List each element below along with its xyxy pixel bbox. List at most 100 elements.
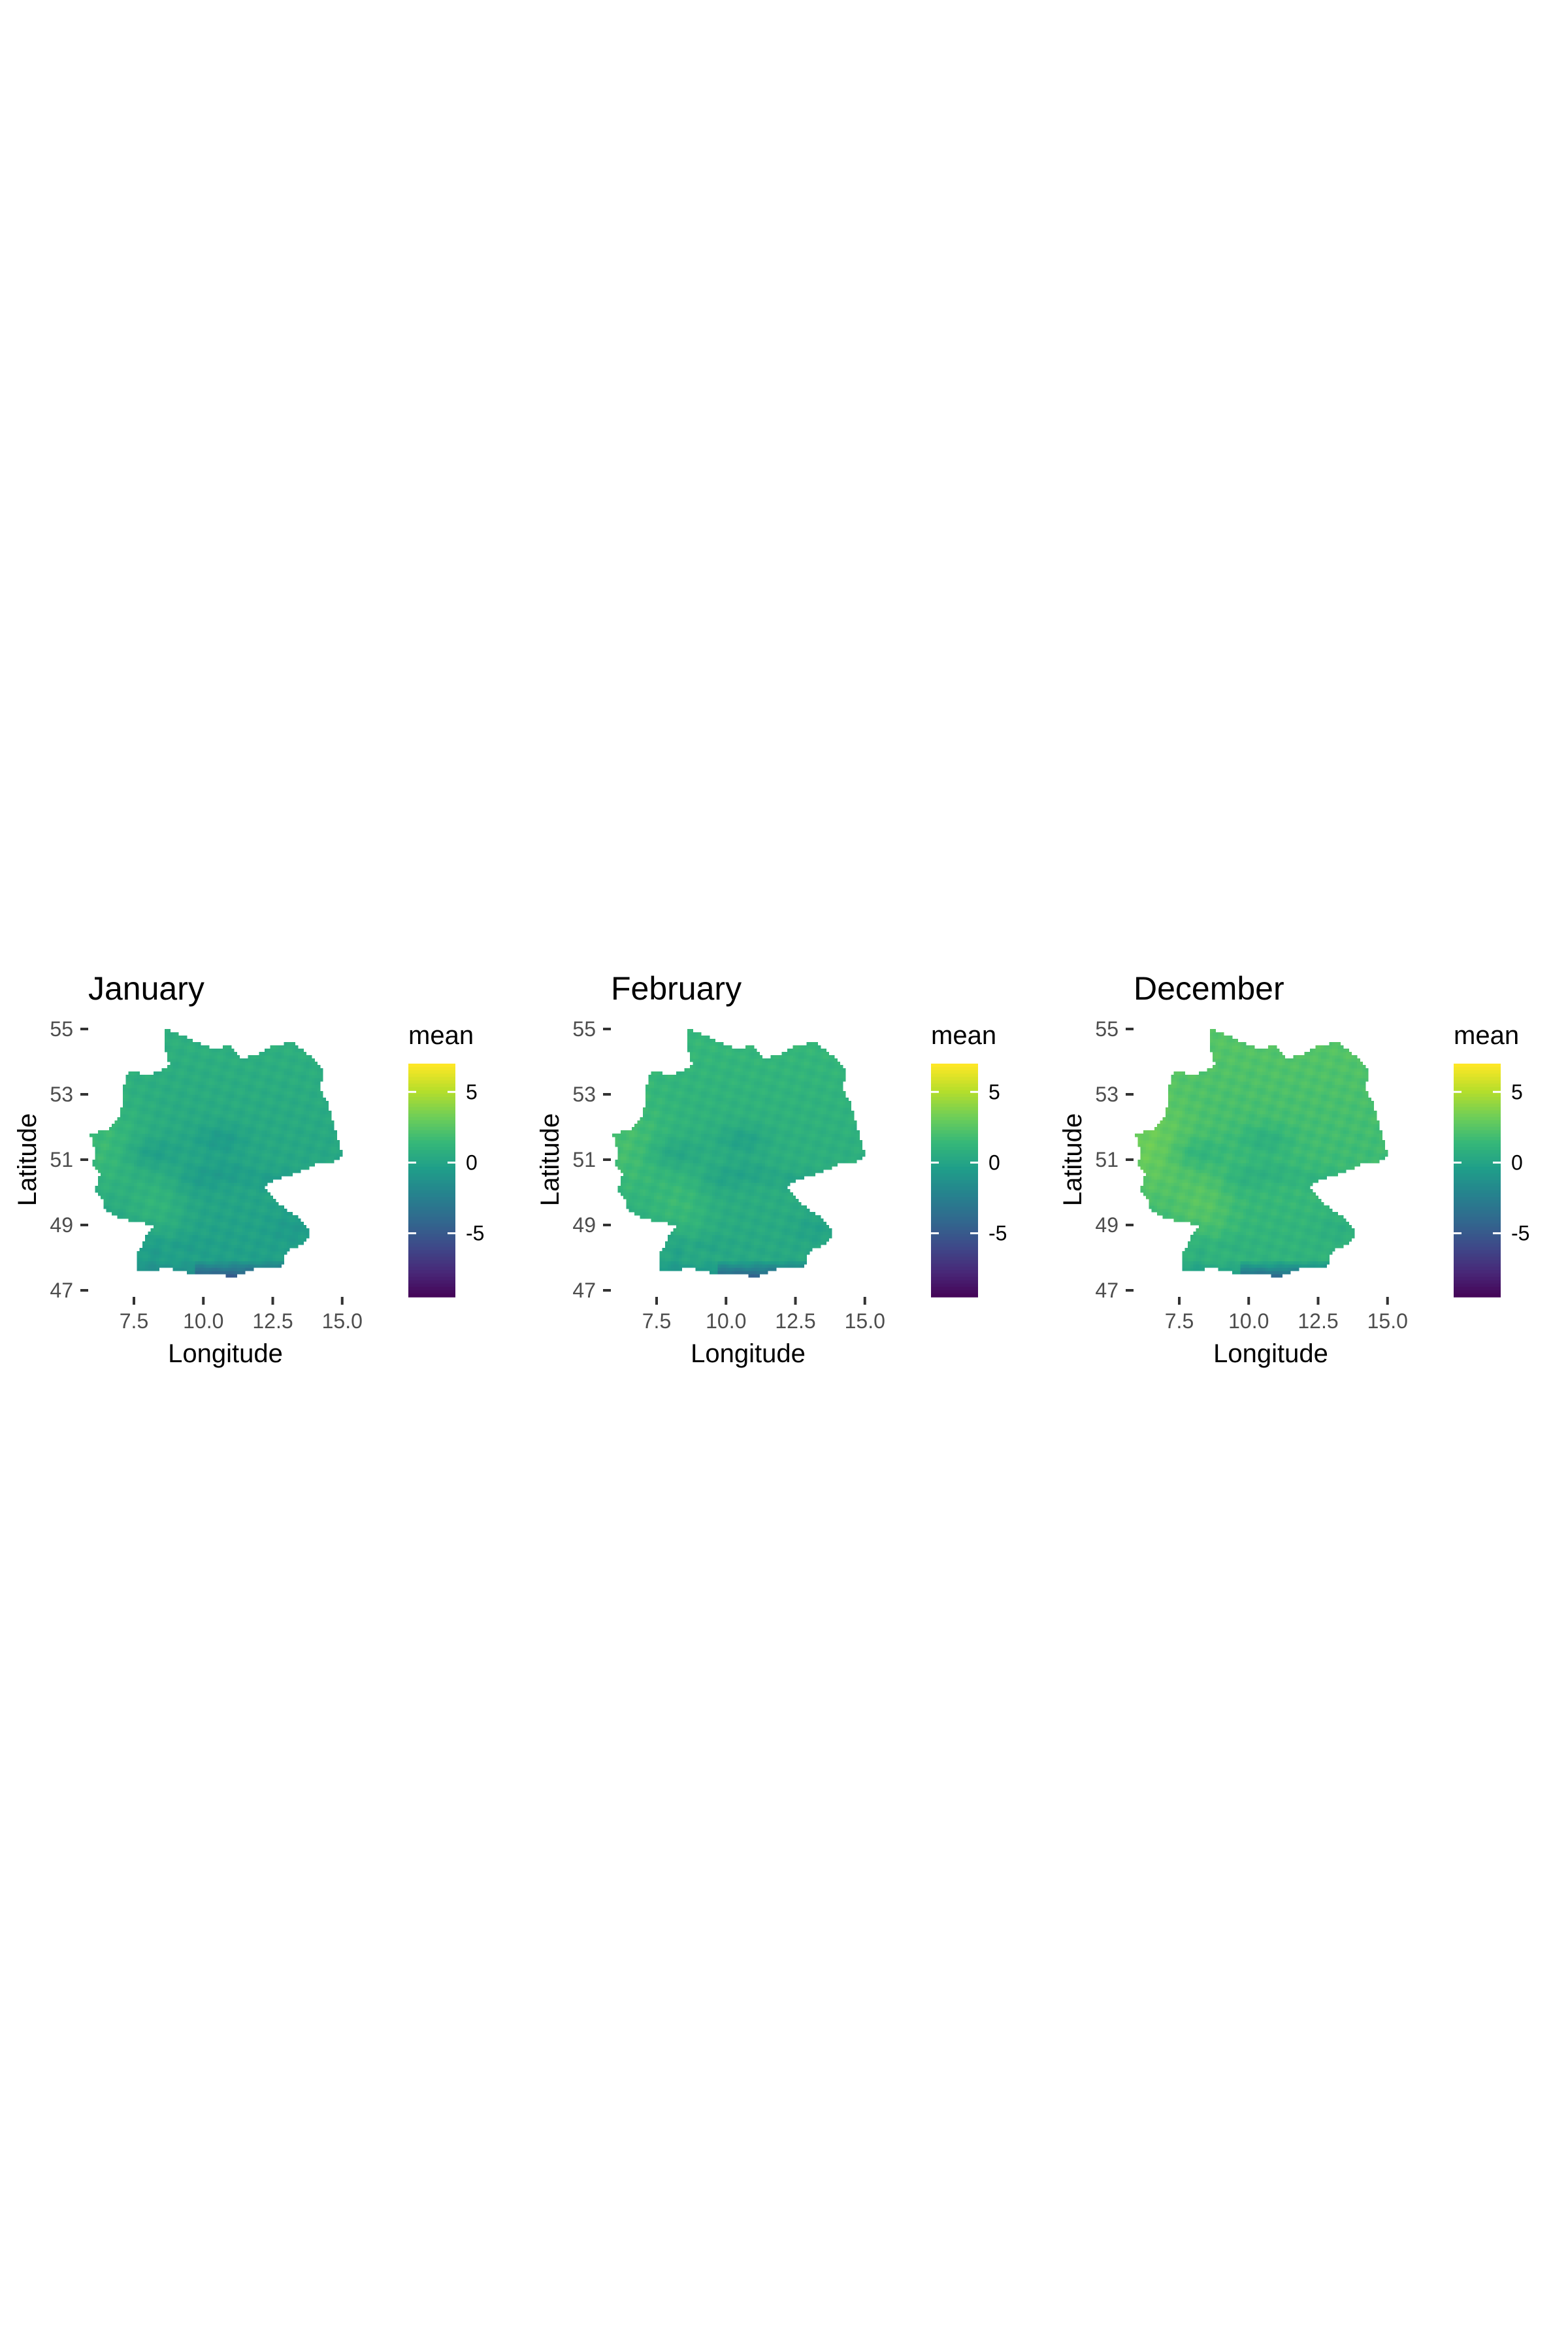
heatmap-cell [137, 1081, 140, 1085]
heatmap-cell [184, 1114, 188, 1118]
heatmap-cell [153, 1147, 157, 1151]
heatmap-cell [156, 1179, 159, 1183]
heatmap-cell [95, 1137, 99, 1141]
heatmap-cell [248, 1209, 252, 1213]
heatmap-cell [175, 1261, 179, 1265]
heatmap-cell [117, 1199, 121, 1203]
heatmap-cell [167, 1032, 171, 1036]
heatmap-cell [167, 1071, 171, 1075]
heatmap-cell [189, 1150, 193, 1154]
heatmap-cell [250, 1225, 254, 1229]
heatmap-cell [206, 1215, 210, 1219]
heatmap-cell [175, 1215, 179, 1219]
heatmap-cell [720, 1261, 724, 1265]
heatmap-cell [242, 1196, 246, 1200]
heatmap-cell [717, 1261, 721, 1265]
heatmap-cell [189, 1238, 193, 1242]
heatmap-cell [156, 1111, 159, 1115]
heatmap-cell [303, 1098, 307, 1102]
heatmap-cell [125, 1130, 129, 1134]
heatmap-cell [181, 1261, 185, 1265]
heatmap-cell [272, 1228, 276, 1232]
heatmap-cell [284, 1071, 287, 1075]
heatmap-cell [156, 1163, 159, 1167]
heatmap-cell [264, 1173, 268, 1177]
heatmap-cell [217, 1179, 221, 1183]
heatmap-cell [250, 1183, 254, 1186]
heatmap-cell [751, 1267, 755, 1271]
heatmap-cell [106, 1169, 110, 1173]
heatmap-cell [134, 1127, 137, 1131]
heatmap-cell [201, 1147, 204, 1151]
heatmap-cell [131, 1202, 135, 1206]
heatmap-cell [125, 1212, 129, 1216]
heatmap-cell [206, 1225, 210, 1229]
heatmap-cell [203, 1058, 207, 1062]
heatmap-cell [217, 1196, 221, 1200]
heatmap-cell [167, 1127, 171, 1131]
heatmap-cell [172, 1098, 176, 1102]
heatmap-cell [261, 1052, 265, 1056]
heatmap-cell [292, 1241, 296, 1245]
heatmap-cell [286, 1065, 290, 1069]
heatmap-cell [734, 1264, 738, 1268]
heatmap-cell [295, 1117, 299, 1121]
heatmap-cell [270, 1163, 274, 1167]
heatmap-cell [139, 1264, 143, 1268]
heatmap-cell [275, 1215, 279, 1219]
heatmap-cell [134, 1160, 137, 1164]
heatmap-cell [145, 1137, 148, 1141]
heatmap-cell [134, 1081, 137, 1085]
heatmap-cell [278, 1049, 282, 1053]
heatmap-cell [267, 1111, 270, 1115]
heatmap-cell [264, 1071, 268, 1075]
heatmap-cell [264, 1098, 268, 1102]
heatmap-cell [159, 1107, 163, 1111]
heatmap-cell [172, 1215, 176, 1219]
heatmap-cell [228, 1075, 232, 1079]
heatmap-cell [228, 1192, 232, 1196]
heatmap-cell [270, 1209, 274, 1213]
heatmap-cell [223, 1062, 226, 1066]
heatmap-cell [239, 1228, 243, 1232]
heatmap-cell [231, 1264, 235, 1268]
heatmap-cell [706, 1254, 710, 1258]
heatmap-cell [103, 1134, 107, 1137]
heatmap-cell [189, 1111, 193, 1115]
heatmap-cell [117, 1186, 121, 1190]
heatmap-cell [203, 1251, 207, 1255]
heatmap-cell [142, 1264, 146, 1268]
heatmap-cell [201, 1215, 204, 1219]
heatmap-cell [323, 1127, 326, 1131]
heatmap-cell [278, 1124, 282, 1128]
heatmap-cell [206, 1140, 210, 1144]
heatmap-cell [264, 1114, 268, 1118]
heatmap-cell [214, 1235, 218, 1239]
heatmap-cell [164, 1179, 168, 1183]
heatmap-cell [195, 1094, 199, 1098]
heatmap-cell [181, 1104, 185, 1108]
heatmap-cell [278, 1094, 282, 1098]
heatmap-cell [662, 1267, 666, 1271]
heatmap-cell [253, 1075, 257, 1079]
heatmap-cell [248, 1186, 252, 1190]
heatmap-cell [150, 1124, 154, 1128]
heatmap-cell [214, 1065, 218, 1069]
heatmap-cell [175, 1212, 179, 1216]
heatmap-cell [167, 1117, 171, 1121]
heatmap-cell [148, 1238, 152, 1242]
heatmap-cell [117, 1150, 121, 1154]
heatmap-cell [679, 1261, 682, 1265]
heatmap-cell [289, 1218, 293, 1222]
heatmap-cell [184, 1235, 188, 1239]
heatmap-cell [256, 1183, 259, 1186]
heatmap-cell [217, 1251, 221, 1255]
heatmap-cell [231, 1147, 235, 1151]
heatmap-cell [212, 1120, 215, 1124]
heatmap-cell [195, 1235, 199, 1239]
heatmap-cell [201, 1143, 204, 1147]
heatmap-cell [270, 1107, 274, 1111]
heatmap-cell [145, 1215, 148, 1219]
heatmap-cell [175, 1039, 179, 1043]
heatmap-cell [314, 1134, 318, 1137]
